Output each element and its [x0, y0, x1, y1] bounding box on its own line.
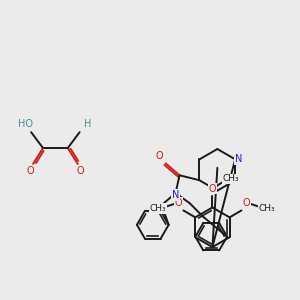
- Text: H: H: [84, 119, 91, 129]
- Text: CH₃: CH₃: [149, 204, 166, 213]
- Text: N: N: [235, 154, 242, 164]
- Text: N: N: [172, 190, 179, 200]
- Text: O: O: [175, 197, 182, 208]
- Text: CH₃: CH₃: [223, 174, 240, 183]
- Text: O: O: [208, 184, 216, 194]
- Text: O: O: [156, 152, 164, 161]
- Text: O: O: [77, 166, 85, 176]
- Text: O: O: [26, 166, 34, 176]
- Text: O: O: [243, 197, 250, 208]
- Text: HO: HO: [18, 119, 33, 129]
- Text: CH₃: CH₃: [259, 204, 275, 213]
